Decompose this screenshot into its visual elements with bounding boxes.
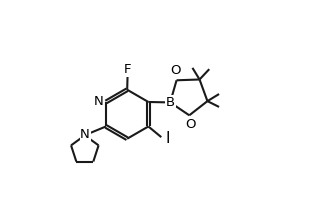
Text: N: N	[80, 128, 90, 141]
Text: O: O	[170, 64, 181, 77]
Text: N: N	[94, 95, 103, 108]
Text: I: I	[165, 131, 170, 146]
Text: F: F	[124, 63, 131, 76]
Text: O: O	[185, 118, 196, 131]
Text: B: B	[166, 96, 175, 109]
